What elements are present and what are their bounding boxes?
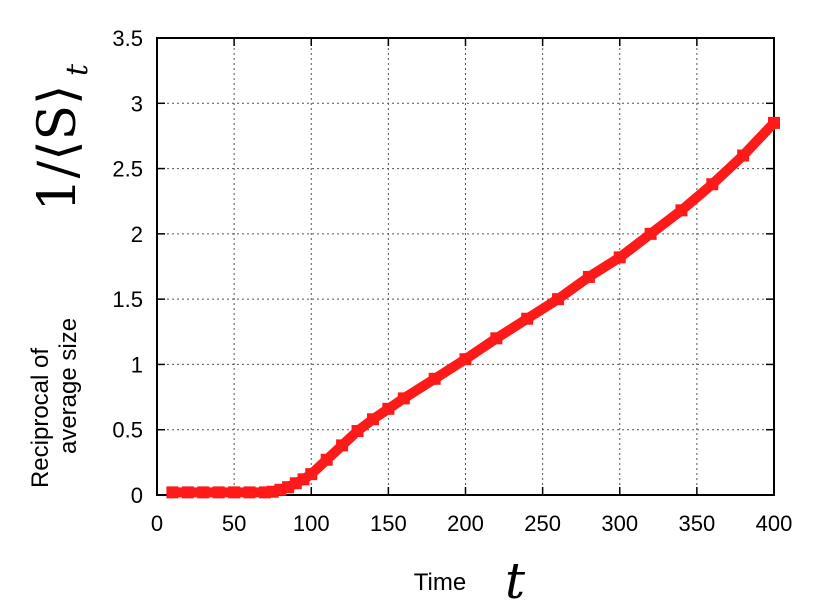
series-point	[397, 392, 410, 405]
x-tick-label: 400	[756, 511, 793, 536]
series-point	[228, 486, 241, 499]
y-tick-label: 0	[131, 483, 143, 508]
series-point	[582, 270, 595, 283]
series-point	[212, 486, 225, 499]
series-point	[706, 178, 719, 191]
x-tick-label: 0	[151, 511, 163, 536]
x-tick-label: 300	[601, 511, 638, 536]
x-tick-label: 350	[679, 511, 716, 536]
y-tick-label: 3	[131, 91, 143, 116]
series-point	[459, 353, 472, 366]
series-point	[366, 413, 379, 426]
series-line	[167, 117, 779, 498]
y-tick-label: 0.5	[112, 418, 143, 443]
x-tick-label: 200	[447, 511, 484, 536]
series-point	[737, 149, 750, 162]
y-axis-label-symbol: 1/⟨S⟩	[28, 85, 88, 212]
x-tick-label: 100	[293, 511, 330, 536]
series-point	[490, 332, 503, 345]
y-tick-label: 1	[131, 352, 143, 377]
y-tick-label: 3.5	[112, 26, 143, 51]
y-tick-label: 2	[131, 222, 143, 247]
series-point	[320, 453, 333, 466]
series-point	[428, 372, 441, 385]
plot-frame	[156, 37, 775, 496]
x-axis-label-word: Time	[414, 569, 466, 596]
y-axis-label-line-1: Reciprocal of	[27, 348, 54, 488]
x-tick-label: 250	[524, 511, 561, 536]
series-point	[336, 439, 349, 452]
series-point	[768, 116, 780, 129]
x-tick-label: 50	[222, 511, 246, 536]
x-tick-label: 150	[370, 511, 407, 536]
series-point	[552, 293, 565, 306]
series-point	[644, 227, 657, 240]
series-point	[305, 468, 318, 481]
y-axis-label-line-2: average size	[55, 318, 82, 454]
series-point	[382, 402, 395, 415]
y-tick-label: 2.5	[112, 157, 143, 182]
series-point	[521, 312, 534, 325]
series-point	[351, 425, 364, 438]
series-point	[675, 204, 688, 217]
y-axis-label-subscript: t	[60, 63, 95, 76]
series-point	[243, 486, 256, 499]
y-axis-label-math: 1/⟨S⟩ t	[28, 63, 95, 211]
series-point	[197, 486, 210, 499]
axis-ticks: 0 50 100 150 200 250 300 350 400 0 0.5 1 1.5 2 2.5 3 3.5	[112, 26, 792, 536]
y-tick-label: 1.5	[112, 287, 143, 312]
data-series	[166, 116, 780, 499]
grid-lines	[157, 38, 774, 495]
series-point	[613, 251, 626, 264]
series-point	[166, 486, 179, 499]
x-axis-label-symbol: t	[505, 552, 526, 610]
series-point	[181, 486, 194, 499]
